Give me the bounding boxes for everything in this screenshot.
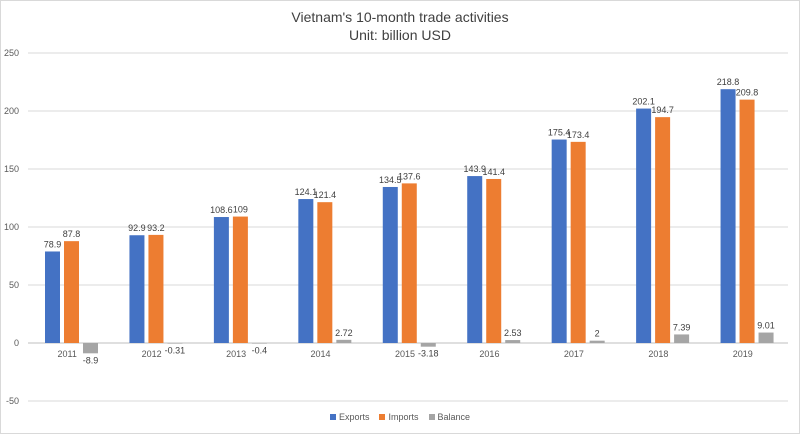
data-label: 2.53 xyxy=(504,328,522,338)
legend-item-exports: Exports xyxy=(329,412,370,422)
x-tick-label: 2017 xyxy=(564,349,584,359)
x-tick-label: 2013 xyxy=(226,349,246,359)
y-tick-label: 200 xyxy=(4,106,19,116)
y-tick-label: -50 xyxy=(6,396,19,406)
bar-exports xyxy=(382,186,398,343)
bar-exports xyxy=(298,199,314,343)
data-label: -8.9 xyxy=(83,355,99,365)
bar-balance xyxy=(251,343,267,344)
legend: Exports Imports Balance xyxy=(0,412,800,422)
data-label: 2.72 xyxy=(335,328,353,338)
bar-exports xyxy=(45,251,60,343)
bar-balance xyxy=(167,343,183,344)
bar-balance xyxy=(83,343,98,354)
legend-item-imports: Imports xyxy=(379,412,419,422)
bar-balance xyxy=(674,334,690,343)
bar-imports xyxy=(739,99,755,343)
bar-balance xyxy=(420,343,436,347)
bar-imports xyxy=(486,178,502,343)
data-label: 194.7 xyxy=(651,105,674,115)
y-tick-label: 100 xyxy=(4,222,19,232)
bar-balance xyxy=(505,340,521,343)
legend-label: Imports xyxy=(388,412,419,422)
bar-imports xyxy=(317,202,333,343)
data-label: 218.8 xyxy=(717,77,740,87)
bar-imports xyxy=(148,234,164,343)
data-label: 175.4 xyxy=(548,128,571,138)
x-tick-label: 2011 xyxy=(58,349,77,359)
x-tick-label: 2016 xyxy=(479,349,499,359)
x-tick-label: 2019 xyxy=(733,349,753,359)
data-label: 173.4 xyxy=(567,130,590,140)
chart-subtitle: Unit: billion USD xyxy=(349,27,451,43)
legend-swatch xyxy=(329,414,336,420)
x-tick-label: 2015 xyxy=(395,349,415,359)
data-label: -3.18 xyxy=(418,349,439,359)
data-label: 124.1 xyxy=(295,187,318,197)
data-label: 93.2 xyxy=(147,223,165,233)
bar-exports xyxy=(720,89,736,343)
bar-imports xyxy=(401,183,417,343)
data-label: 7.39 xyxy=(673,322,691,332)
data-label: 137.6 xyxy=(398,171,421,181)
data-label: -0.4 xyxy=(252,345,268,355)
data-label: 78.9 xyxy=(44,239,62,249)
data-label: 2 xyxy=(595,329,600,339)
data-label: 108.6 xyxy=(210,205,233,215)
bar-imports xyxy=(655,117,671,343)
data-label: 109 xyxy=(233,205,248,215)
data-label: 143.9 xyxy=(463,164,486,174)
bar-imports xyxy=(232,216,248,343)
data-label: 134.5 xyxy=(379,175,402,185)
y-tick-label: 50 xyxy=(9,280,19,290)
y-tick-label: 250 xyxy=(4,48,19,58)
data-label: 87.8 xyxy=(63,229,81,239)
bar-exports xyxy=(636,108,652,344)
x-tick-label: 2014 xyxy=(311,349,331,359)
bar-exports xyxy=(551,139,567,343)
data-label: -0.31 xyxy=(165,345,186,355)
legend-swatch xyxy=(379,414,386,420)
legend-label: Exports xyxy=(338,412,370,422)
bar-imports xyxy=(64,241,79,343)
x-tick-label: 2018 xyxy=(648,349,668,359)
x-tick-label: 2012 xyxy=(142,349,162,359)
legend-item-balance: Balance xyxy=(428,412,471,422)
bar-balance xyxy=(336,339,352,343)
data-label: 121.4 xyxy=(314,190,337,200)
legend-label: Balance xyxy=(437,412,471,422)
data-label: 141.4 xyxy=(482,167,505,177)
bar-exports xyxy=(213,217,229,343)
data-label: 9.01 xyxy=(757,321,775,331)
y-tick-label: 150 xyxy=(4,164,19,174)
legend-swatch xyxy=(428,414,435,420)
data-label: 209.8 xyxy=(736,88,759,98)
y-tick-label: 0 xyxy=(14,338,19,348)
data-label: 92.9 xyxy=(128,223,146,233)
bar-balance xyxy=(589,340,605,343)
bar-balance xyxy=(758,332,774,343)
chart-title: Vietnam's 10-month trade activities xyxy=(291,9,509,25)
bar-exports xyxy=(467,176,483,343)
data-label: 202.1 xyxy=(632,97,655,107)
bar-imports xyxy=(570,141,586,343)
bar-exports xyxy=(129,235,145,343)
